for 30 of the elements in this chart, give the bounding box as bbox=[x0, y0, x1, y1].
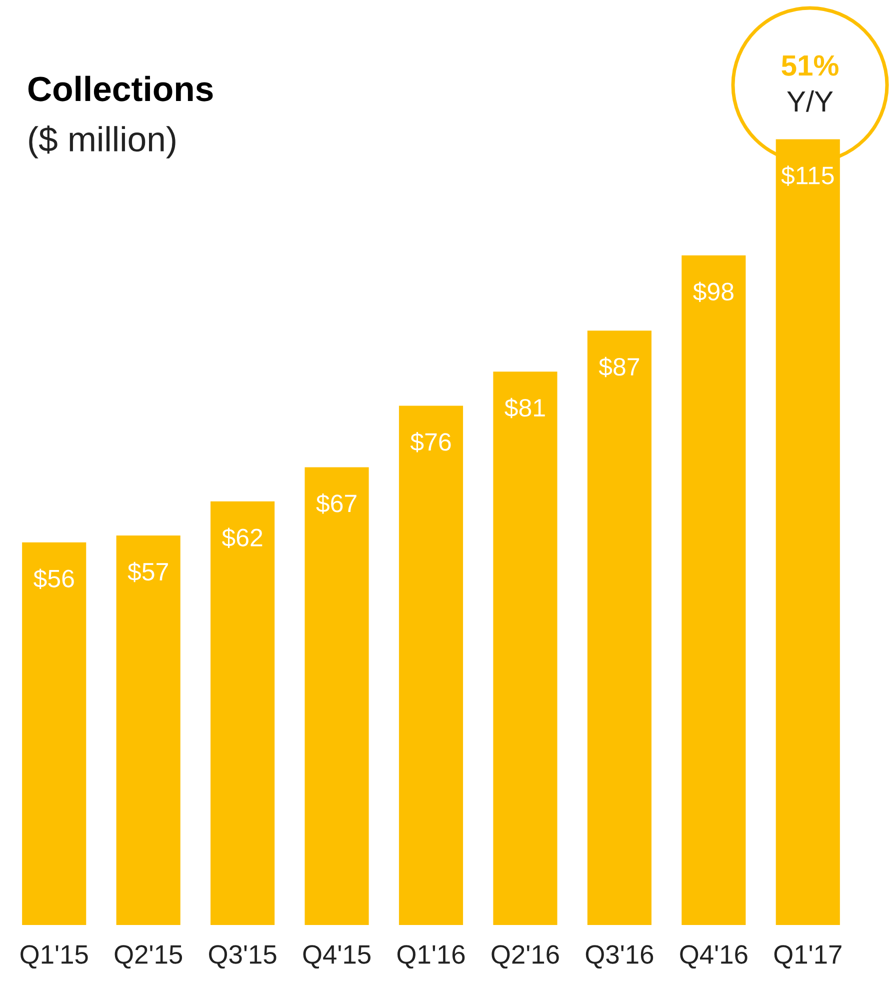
data-label: $98 bbox=[693, 282, 734, 302]
data-label: $56 bbox=[34, 568, 74, 589]
text: 51% bbox=[782, 55, 838, 76]
x-tick-label: Q3'16 bbox=[586, 945, 654, 969]
data-label: $76 bbox=[410, 432, 451, 452]
chart-subtitle: ($ million) bbox=[29, 126, 176, 158]
data-label: $67 bbox=[316, 494, 356, 514]
bar bbox=[304, 467, 369, 925]
x-tick-label: Q1'17 bbox=[774, 945, 842, 969]
data-label: $115 bbox=[781, 166, 834, 186]
x-tick-label: Q4'16 bbox=[680, 945, 748, 969]
data-label: $57 bbox=[128, 562, 168, 582]
x-tick-label: Q1'16 bbox=[397, 945, 465, 969]
data-label: $81 bbox=[504, 398, 545, 418]
bar bbox=[682, 255, 746, 925]
chart-title: Collections bbox=[28, 76, 213, 102]
x-tick-label: Q2'15 bbox=[114, 945, 182, 969]
data-label: $62 bbox=[222, 528, 262, 548]
bar bbox=[493, 372, 558, 925]
bar bbox=[210, 501, 275, 925]
x-tick-label: Q3'15 bbox=[209, 945, 276, 969]
bar bbox=[398, 406, 464, 925]
x-tick-label: Q1'15 bbox=[20, 945, 88, 969]
text: Y/Y bbox=[787, 90, 833, 112]
bar bbox=[22, 542, 86, 925]
data-label: $87 bbox=[598, 356, 640, 378]
bar bbox=[587, 330, 652, 925]
x-tick-label: Q2'16 bbox=[492, 945, 559, 969]
x-tick-label: Q4'15 bbox=[303, 945, 370, 969]
bar bbox=[116, 536, 180, 925]
